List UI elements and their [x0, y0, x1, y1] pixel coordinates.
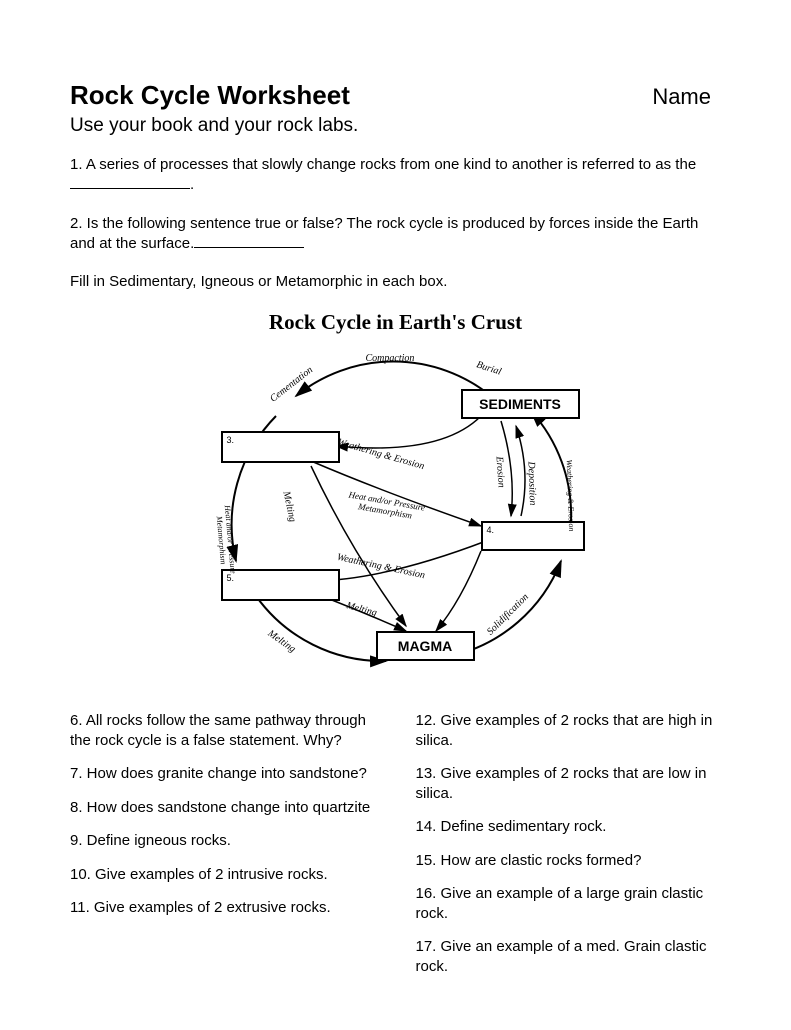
worksheet-page: Rock Cycle Worksheet Name Use your book … — [0, 0, 791, 1030]
edge-erosion: Erosion — [493, 456, 506, 488]
page-title: Rock Cycle Worksheet — [70, 80, 350, 111]
q1-text-pre: 1. A series of processes that slowly cha… — [70, 156, 696, 173]
question-10: 10. Give examples of 2 intrusive rocks. — [70, 865, 376, 885]
question-6: 6. All rocks follow the same pathway thr… — [70, 711, 376, 750]
edge-deposition: Deposition — [525, 462, 538, 506]
questions-right-col: 12. Give examples of 2 rocks that are hi… — [416, 711, 722, 990]
question-7: 7. How does granite change into sandston… — [70, 764, 376, 784]
q2-text: 2. Is the following sentence true or fal… — [70, 215, 698, 252]
question-1: 1. A series of processes that slowly cha… — [70, 155, 721, 196]
node-sediments: SEDIMENTS — [461, 389, 580, 419]
question-8: 8. How does sandstone change into quartz… — [70, 798, 376, 818]
node-sediments-label: SEDIMENTS — [479, 396, 561, 412]
question-17: 17. Give an example of a med. Grain clas… — [416, 937, 722, 976]
node-box-3-num: 3. — [227, 435, 235, 445]
subtitle: Use your book and your rock labs. — [70, 115, 721, 137]
question-9: 9. Define igneous rocks. — [70, 831, 376, 851]
node-magma-label: MAGMA — [398, 638, 452, 654]
questions-columns: 6. All rocks follow the same pathway thr… — [70, 711, 721, 990]
question-16: 16. Give an example of a large grain cla… — [416, 884, 722, 923]
rock-cycle-diagram: SEDIMENTS 3. 4. 5. MAGMA Compaction Buri… — [181, 341, 611, 681]
name-label: Name — [652, 84, 711, 110]
question-2: 2. Is the following sentence true or fal… — [70, 214, 721, 255]
question-13: 13. Give examples of 2 rocks that are lo… — [416, 764, 722, 803]
question-15: 15. How are clastic rocks formed? — [416, 851, 722, 871]
question-11: 11. Give examples of 2 extrusive rocks. — [70, 898, 376, 918]
diagram-container: Rock Cycle in Earth's Crust — [70, 310, 721, 681]
edge-compaction: Compaction — [366, 353, 415, 364]
questions-left-col: 6. All rocks follow the same pathway thr… — [70, 711, 376, 990]
node-magma: MAGMA — [376, 631, 475, 661]
q1-text-post: . — [190, 176, 194, 193]
node-box-3[interactable]: 3. — [221, 431, 340, 463]
fill-instruction: Fill in Sedimentary, Igneous or Metamorp… — [70, 272, 721, 292]
diagram-title: Rock Cycle in Earth's Crust — [70, 310, 721, 335]
q2-blank[interactable] — [194, 247, 304, 248]
node-box-4-num: 4. — [487, 525, 495, 535]
header: Rock Cycle Worksheet Name — [70, 80, 721, 111]
question-12: 12. Give examples of 2 rocks that are hi… — [416, 711, 722, 750]
question-14: 14. Define sedimentary rock. — [416, 817, 722, 837]
q1-blank[interactable] — [70, 188, 190, 189]
